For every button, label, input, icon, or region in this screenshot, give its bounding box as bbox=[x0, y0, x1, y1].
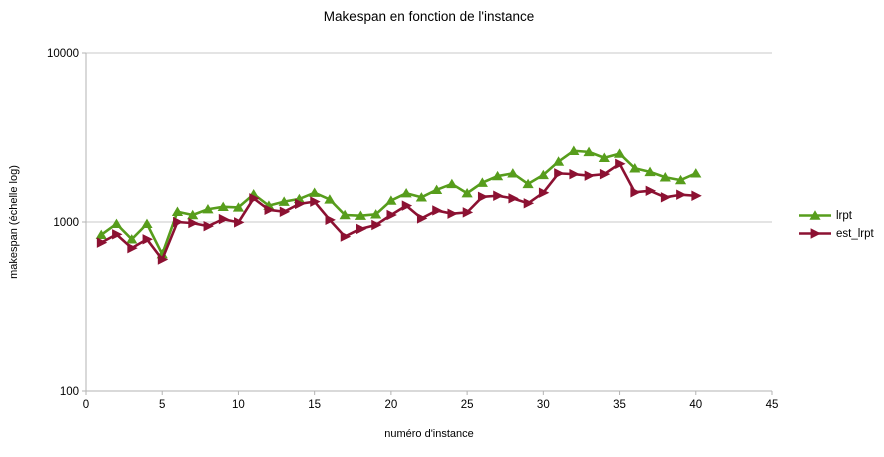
legend: lrpt est_lrpt bbox=[799, 209, 874, 240]
series-lrpt-markers bbox=[95, 145, 702, 259]
x-tick-label: 25 bbox=[461, 399, 474, 411]
x-tick-label: 35 bbox=[613, 399, 626, 411]
x-tick-label: 5 bbox=[159, 399, 165, 411]
x-tick-label: 45 bbox=[766, 399, 779, 411]
series-est_lrpt-markers bbox=[96, 158, 702, 265]
chart-title: Makespan en fonction de l'instance bbox=[323, 9, 535, 24]
est_lrpt-marker-icon bbox=[799, 228, 831, 239]
legend-item-lrpt: lrpt bbox=[799, 209, 874, 222]
x-tick-label: 0 bbox=[83, 399, 89, 411]
x-tick-label: 10 bbox=[232, 399, 245, 411]
series-lrpt-line bbox=[99, 149, 698, 256]
legend-item-est_lrpt: est_lrpt bbox=[799, 227, 874, 240]
x-tick-label: 40 bbox=[689, 399, 702, 411]
y-tick-label: 10000 bbox=[47, 48, 79, 60]
y-tick-label: 100 bbox=[60, 386, 79, 398]
lrpt-marker-icon bbox=[799, 210, 831, 220]
legend-label-est_lrpt: est_lrpt bbox=[836, 227, 874, 240]
legend-label-lrpt: lrpt bbox=[836, 209, 852, 222]
y-tick-label: 1000 bbox=[53, 217, 79, 229]
x-tick-label: 20 bbox=[384, 399, 397, 411]
x-tick-label: 30 bbox=[537, 399, 550, 411]
x-axis-title: numéro d'instance bbox=[384, 428, 474, 440]
x-tick-label: 15 bbox=[308, 399, 321, 411]
series-est_lrpt-line bbox=[99, 162, 698, 261]
